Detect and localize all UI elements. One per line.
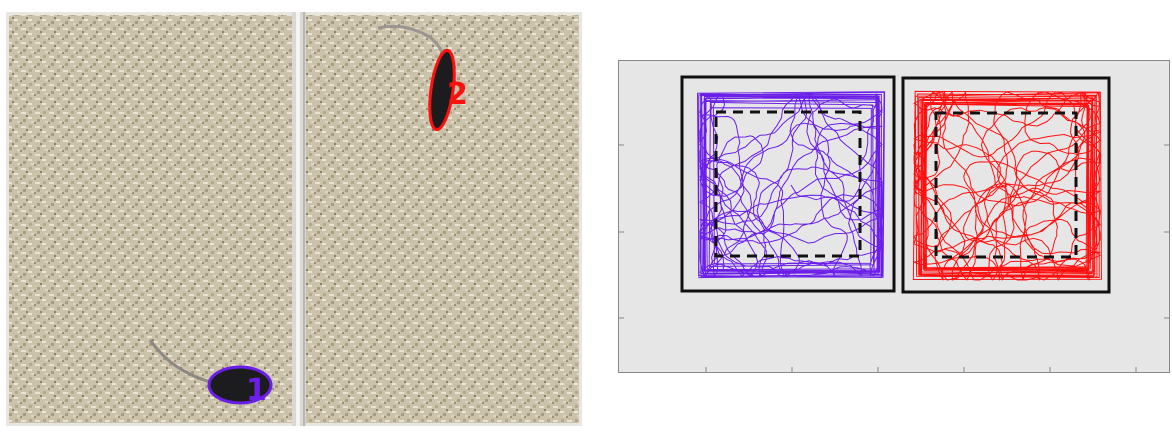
- arena-photo: 2 1: [6, 12, 582, 426]
- mouse-2-tail: [377, 24, 444, 53]
- mouse-2: 2: [377, 24, 468, 132]
- arena-1-center-zone: [714, 110, 862, 258]
- arena-photo-svg: 2 1: [6, 12, 582, 426]
- axis-ticks: [619, 144, 1169, 372]
- arena-2-center-zone: [934, 111, 1078, 259]
- arena-1-border: [680, 75, 896, 293]
- mouse-1-label: 1: [246, 373, 267, 408]
- mouse-2-label: 2: [447, 77, 468, 112]
- arena-1: [680, 75, 896, 293]
- arena-2-trajectory: [912, 90, 1102, 281]
- trajectory-plot-svg: [618, 60, 1170, 373]
- arena-2-border: [901, 76, 1111, 294]
- arena-2: [901, 76, 1111, 294]
- mouse-1: 1: [148, 339, 273, 408]
- traj-1-wall-path: [697, 91, 886, 279]
- mouse-1-tracking-ellipse: [207, 365, 273, 405]
- mouse-2-tracking-ellipse: [428, 48, 456, 132]
- mouse-1-tail: [148, 339, 213, 384]
- trajectory-plot: [618, 60, 1170, 373]
- traj-2-wall-path: [912, 90, 1102, 281]
